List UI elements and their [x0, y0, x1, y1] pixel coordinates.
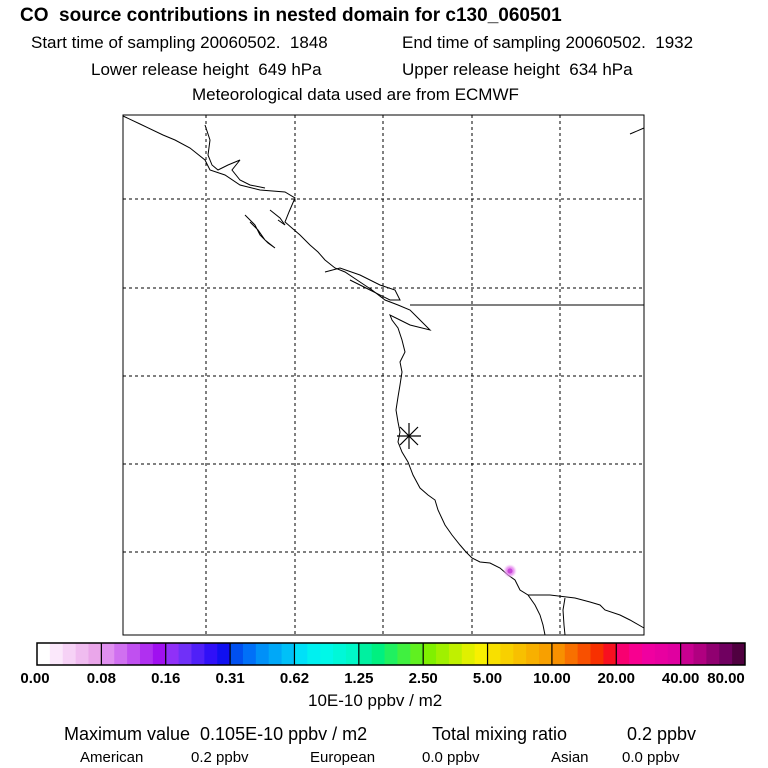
colorbar-swatch [114, 643, 128, 665]
colorbar-swatch [706, 643, 720, 665]
colorbar-swatch [526, 643, 540, 665]
met-data-source: Meteorological data used are from ECMWF [192, 85, 519, 104]
colorbar-swatch [152, 643, 167, 665]
colorbar-tick-label: 0.16 [151, 670, 181, 687]
colorbar-swatch [500, 643, 514, 665]
colorbar-swatch [139, 643, 154, 665]
colorbar-swatch [551, 643, 566, 665]
source-european-value: 0.0 ppbv [422, 749, 480, 766]
colorbar-tick-label: 1.25 [344, 670, 374, 687]
colorbar-swatch [513, 643, 527, 665]
colorbar-swatch [217, 643, 231, 665]
colorbar-swatch [127, 643, 141, 665]
colorbar-swatch [307, 643, 321, 665]
colorbar-swatch [165, 643, 180, 665]
source-asian-value: 0.0 ppbv [622, 749, 680, 766]
colorbar-swatch [88, 643, 102, 665]
colorbar-swatch [371, 643, 386, 665]
colorbar-swatch [49, 643, 64, 665]
colorbar-tick-label: 5.00 [472, 670, 503, 687]
colorbar-units: 10E-10 ppbv / m2 [308, 691, 443, 710]
colorbar-swatch [230, 643, 244, 665]
colorbar-swatch [358, 643, 373, 665]
colorbar-swatch [178, 643, 192, 665]
colorbar-swatch [423, 643, 437, 665]
end-time: End time of sampling 20060502. 1932 [402, 33, 694, 52]
colorbar-swatch [474, 643, 489, 665]
source-american-label: American [80, 749, 144, 766]
colorbar-tick-label: 0.08 [86, 670, 116, 687]
lower-release-height: Lower release height 649 hPa [91, 60, 322, 79]
colorbar-tick-label: 0.62 [279, 670, 310, 687]
colorbar-swatch [436, 643, 450, 665]
total-mixing-ratio-label: Total mixing ratio [432, 724, 568, 744]
colorbar-swatch [333, 643, 347, 665]
release-site-marker [397, 423, 421, 449]
colorbar-swatch [294, 643, 308, 665]
colorbar-swatch [603, 643, 617, 665]
maximum-value: Maximum value 0.105E-10 ppbv / m2 [64, 724, 368, 744]
colorbar-swatch [101, 643, 115, 665]
start-time: Start time of sampling 20060502. 1848 [31, 33, 328, 52]
source-asian-label: Asian [551, 749, 589, 766]
colorbar-swatch [384, 643, 398, 665]
colorbar-tick-label: 40.00 [661, 670, 700, 687]
colorbar-swatch [37, 643, 51, 665]
colorbar-swatch [410, 643, 424, 665]
colorbar-swatch [680, 643, 695, 665]
colorbar-swatch [320, 643, 334, 665]
total-mixing-ratio-value: 0.2 ppbv [627, 724, 697, 744]
colorbar-swatch [204, 643, 218, 665]
colorbar-swatch [191, 643, 205, 665]
colorbar-tick-label: 20.00 [597, 670, 636, 687]
colorbar-tick-label: 0.00 [20, 670, 50, 687]
upper-release-height: Upper release height 634 hPa [402, 60, 633, 79]
colorbar-swatch [629, 643, 643, 665]
colorbar-swatch [487, 643, 501, 665]
coastline [122, 115, 645, 636]
colorbar-swatch [62, 643, 77, 665]
colorbar-swatch [268, 643, 283, 665]
colorbar-tick-label: 0.31 [215, 670, 245, 687]
colorbar-tick-label: 10.00 [533, 670, 571, 687]
source-american-value: 0.2 ppbv [191, 749, 249, 766]
colorbar-tick-label: 2.50 [408, 670, 438, 687]
colorbar [36, 642, 746, 666]
colorbar-swatch [616, 643, 630, 665]
colorbar-swatch [448, 643, 463, 665]
map-title: CO source contributions in nested domain… [20, 5, 562, 26]
colorbar-swatch [75, 643, 89, 665]
colorbar-swatch [577, 643, 592, 665]
colorbar-swatch [693, 643, 707, 665]
colorbar-swatch [590, 643, 604, 665]
colorbar-swatch [642, 643, 656, 665]
colorbar-swatch [242, 643, 257, 665]
colorbar-swatch [461, 643, 476, 665]
colorbar-swatch [654, 643, 669, 665]
colorbar-tick-label: 80.00 [707, 670, 745, 687]
gridlines [123, 115, 644, 635]
source-european-label: European [310, 749, 376, 766]
colorbar-swatch [539, 643, 553, 665]
contribution-hotspot [503, 564, 517, 578]
colorbar-swatch [255, 643, 270, 665]
colorbar-swatch [564, 643, 579, 665]
colorbar-swatch [345, 643, 360, 665]
colorbar-swatch [719, 643, 733, 665]
colorbar-swatch [667, 643, 682, 665]
colorbar-swatch [281, 643, 295, 665]
colorbar-swatch [732, 643, 746, 665]
colorbar-border [36, 642, 746, 666]
colorbar-swatch [397, 643, 411, 665]
